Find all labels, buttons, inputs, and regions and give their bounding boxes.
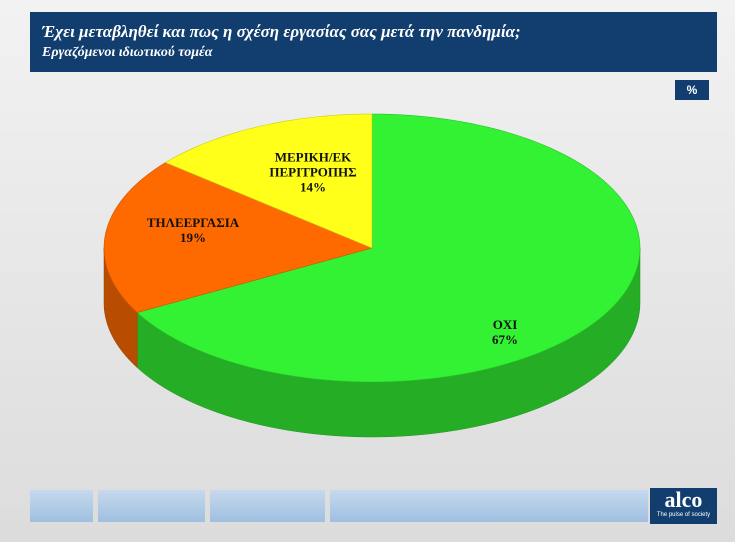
category-label: ΤΗΛΕΕΡΓΑΣΙΑ — [146, 215, 240, 230]
unit-badge: % — [675, 80, 709, 100]
category-label: ΜΕΡΙΚΗ/ΕΚ ΠΕΡΙΤΡΟΠΗΣ — [269, 149, 357, 180]
chart-subtitle: Εργαζόμενοι ιδιωτικού τομέα — [42, 45, 213, 60]
pie-slice — [164, 113, 373, 249]
logo-name: alco — [664, 487, 703, 512]
footer-strip — [30, 490, 93, 522]
value-label: 14% — [300, 179, 326, 195]
pie-slice — [103, 162, 373, 313]
title-bar: Έχει μεταβληθεί και πως η σχέση εργασίας… — [30, 12, 717, 72]
slice-label: ΟΧΙ 67% — [450, 317, 560, 347]
value-label: 67% — [492, 332, 518, 347]
value-label: 19% — [180, 230, 206, 245]
logo-tagline: The pulse of society — [656, 512, 711, 518]
chart-title: Έχει μεταβληθεί και πως η σχέση εργασίας… — [42, 22, 521, 41]
slice-label: ΤΗΛΕΕΡΓΑΣΙΑ 19% — [138, 215, 248, 245]
slice-label: ΜΕΡΙΚΗ/ΕΚ ΠΕΡΙΤΡΟΠΗΣ 14% — [258, 150, 368, 195]
footer-strip — [210, 490, 325, 522]
footer-strip — [330, 490, 648, 522]
footer-strip — [98, 490, 205, 522]
category-label: ΟΧΙ — [492, 317, 518, 332]
pie-slice — [136, 113, 641, 383]
logo: alco The pulse of society — [650, 488, 717, 524]
